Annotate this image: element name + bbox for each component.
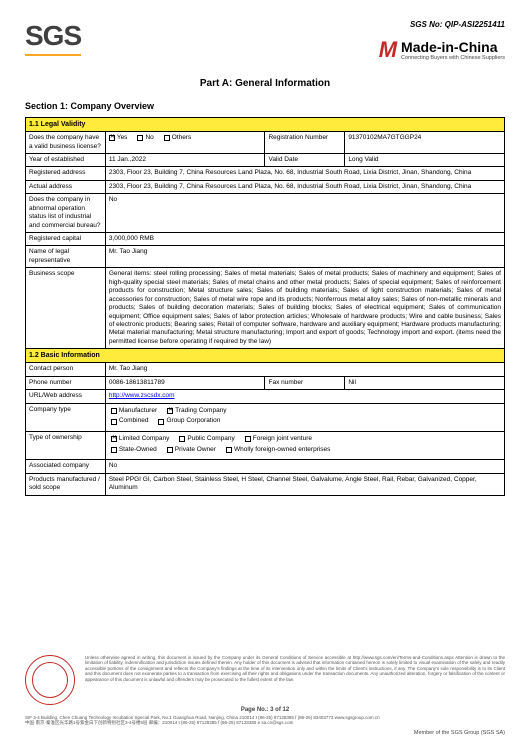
reg-no-value: 91370102MA7GTGGP24 (345, 132, 505, 154)
company-overview-table: 1.1 Legal Validity Does the company have… (25, 117, 505, 496)
prod-label: Products manufactured / sold scope (26, 473, 106, 495)
actual-addr-value: 2303, Floor 23, Building 7, China Resour… (105, 180, 504, 193)
reg-cap-value: 3,000,000 RMB (105, 233, 504, 246)
contact-value: Mr. Tao Jiang (105, 363, 504, 376)
legal-rep-value: Mr. Tao Jiang (105, 246, 504, 268)
reg-no-label: Registration Number (265, 132, 345, 154)
cb-public (179, 436, 185, 442)
abnormal-value: No (105, 194, 504, 233)
actual-addr-label: Actual address (26, 180, 106, 193)
fine-print: Unless otherwise agreed in writing, this… (85, 655, 505, 682)
phone-value: 0086-18613811789 (105, 376, 265, 389)
section-title: Section 1: Company Overview (25, 101, 505, 111)
valid-date-label: Valid Date (265, 153, 345, 166)
phone-label: Phone number (26, 376, 106, 389)
reg-cap-label: Registered capital (26, 233, 106, 246)
checkbox-no (137, 135, 143, 141)
legal-rep-label: Name of legal representative (26, 246, 106, 268)
ctype-label: Company type (26, 403, 106, 431)
cb-trading (167, 408, 173, 414)
page-number: Page No.: 3 of 12 (25, 707, 505, 713)
page-footer: Unless otherwise agreed in writing, this… (25, 655, 505, 736)
section-1-1-header: 1.1 Legal Validity (26, 118, 505, 132)
own-value: Limited Company Public Company Foreign j… (105, 432, 504, 460)
assoc-value: No (105, 460, 504, 473)
scope-value: General items: steel rolling processing;… (105, 268, 504, 349)
made-in-china-logo: M Made-in-China Connecting Buyers with C… (379, 37, 505, 63)
cb-private (167, 447, 173, 453)
cb-combined (111, 419, 117, 425)
mic-m-icon: M (379, 37, 397, 63)
cb-group (158, 419, 164, 425)
own-label: Type of ownership (26, 432, 106, 460)
cb-limited (111, 436, 117, 442)
red-stamp-icon (25, 655, 75, 705)
abnormal-label: Does the company in abnormal operation s… (26, 194, 106, 233)
fax-label: Fax number (265, 376, 345, 389)
license-question: Does the company have a valid business l… (26, 132, 106, 154)
cb-manufacturer (111, 408, 117, 414)
fax-value: Nil (345, 376, 505, 389)
sgs-logo: SGS (25, 20, 81, 56)
sgs-number: SGS No: QIP-ASI2251411 (379, 20, 505, 29)
section-1-2-header: 1.2 Basic Information (26, 349, 505, 363)
license-answer: Yes No Others (105, 132, 265, 154)
cb-fjv (245, 436, 251, 442)
cb-state (111, 447, 117, 453)
cb-wholly (226, 447, 232, 453)
part-title: Part A: General Information (25, 78, 505, 89)
valid-date-value: Long Valid (345, 153, 505, 166)
scope-label: Business scope (26, 268, 106, 349)
url-label: URL/Web address (26, 390, 106, 403)
member-line: Member of the SGS Group (SGS SA) (25, 730, 505, 736)
footer-addr-2: 中国·南京·秦淮区光华路1号紫金白下创新特别社区3-4号楼5层 邮编：21001… (25, 720, 505, 726)
website-link[interactable]: http://www.zscsdx.com (109, 392, 175, 399)
reg-addr-value: 2303, Floor 23, Building 7, China Resour… (105, 167, 504, 180)
year-est-label: Year of established (26, 153, 106, 166)
ctype-value: Manufacturer Trading Company Combined Gr… (105, 403, 504, 431)
checkbox-yes (109, 135, 115, 141)
url-value: http://www.zscsdx.com (105, 390, 504, 403)
reg-addr-label: Registered address (26, 167, 106, 180)
assoc-label: Associated company (26, 460, 106, 473)
prod-value: Steel PPGI GI, Carbon Steel, Stainless S… (105, 473, 504, 495)
year-est-value: 11 Jan.,2022 (105, 153, 265, 166)
checkbox-others (164, 135, 170, 141)
contact-label: Contact person (26, 363, 106, 376)
